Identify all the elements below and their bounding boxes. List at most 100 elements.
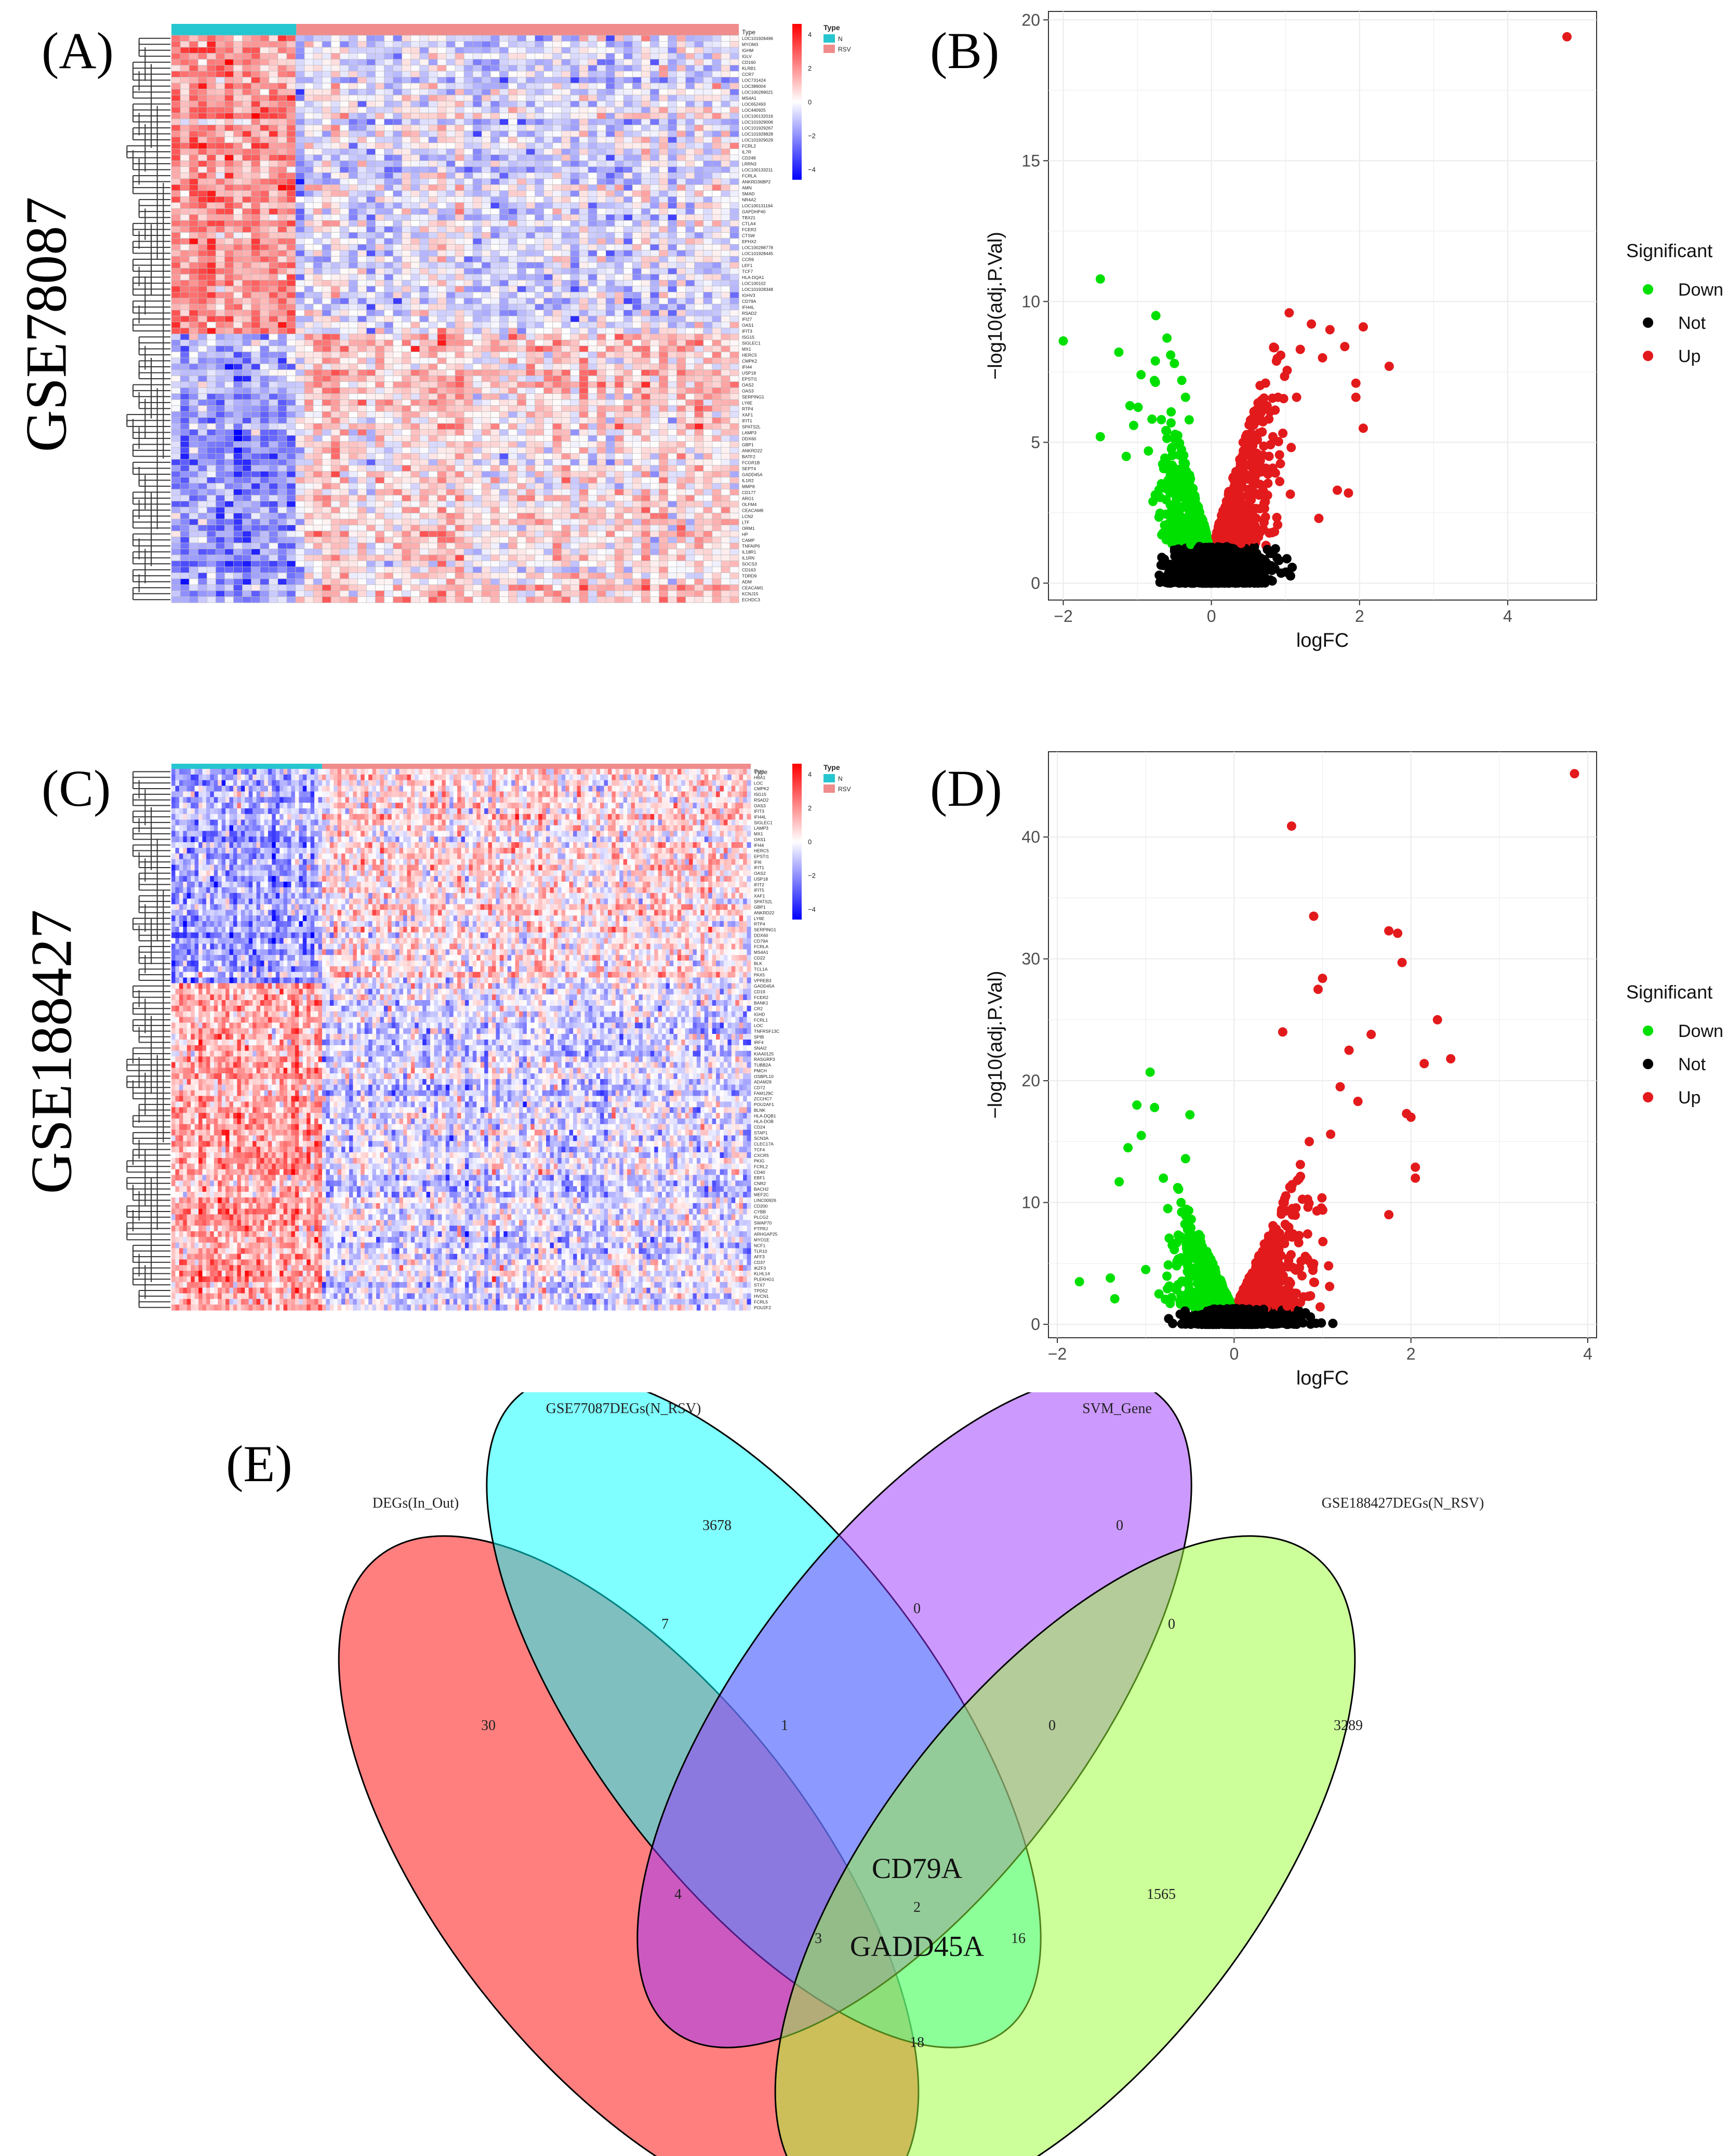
heatmap-cell [189, 304, 198, 311]
heatmap-cell [402, 381, 411, 388]
heatmap-cell [588, 357, 597, 364]
heatmap-cell [384, 459, 394, 466]
heatmap-cell [393, 465, 403, 472]
heatmap-cell [650, 435, 660, 442]
heatmap-cell [597, 465, 606, 472]
heatmap-cell [233, 256, 243, 263]
heatmap-cell [499, 489, 509, 496]
heatmap-cell [615, 262, 624, 269]
heatmap-cell [277, 280, 287, 287]
heatmap-cell [393, 495, 403, 502]
heatmap-cell [685, 429, 695, 436]
heatmap-cell [349, 268, 358, 275]
heatmap-cell [384, 369, 394, 376]
heatmap-cell [623, 130, 633, 138]
heatmap-cell [384, 250, 394, 257]
heatmap-cell [721, 465, 730, 472]
heatmap-cell [216, 405, 225, 412]
heatmap-cell [606, 178, 615, 185]
heatmap-cell [251, 256, 261, 263]
heatmap-cell [535, 184, 544, 191]
heatmap-cell [322, 316, 331, 323]
heatmap-cell [482, 345, 491, 352]
heatmap-cell [286, 345, 296, 352]
heatmap-cell [712, 310, 722, 316]
heatmap-cell [606, 220, 615, 227]
heatmap-cell [277, 196, 287, 203]
heatmap-cell [286, 369, 296, 376]
heatmap-cell [269, 202, 278, 209]
heatmap-cell [685, 381, 695, 388]
heatmap-cell [606, 256, 615, 263]
heatmap-cell [729, 489, 739, 496]
heatmap-cell [597, 345, 606, 352]
heatmap-cell [331, 107, 340, 114]
heatmap-cell [721, 71, 730, 78]
heatmap-cell [295, 71, 305, 78]
heatmap-cell [295, 89, 305, 96]
heatmap-cell [313, 77, 323, 84]
heatmap-cell [561, 256, 571, 263]
heatmap-cell [198, 65, 207, 72]
heatmap-cell [366, 149, 376, 155]
heatmap-cell [632, 214, 642, 221]
heatmap-cell [641, 429, 650, 436]
heatmap-cell [597, 172, 606, 179]
heatmap-cell [224, 388, 234, 394]
heatmap-cell [552, 477, 562, 484]
heatmap-cell [269, 459, 278, 466]
heatmap-cell [331, 59, 340, 66]
heatmap-cell [632, 310, 642, 316]
heatmap-cell [729, 381, 739, 388]
heatmap-cell [623, 41, 633, 48]
heatmap-cell [224, 417, 234, 424]
heatmap-cell [207, 429, 216, 436]
heatmap-cell [729, 376, 739, 382]
heatmap-cell [277, 125, 287, 131]
heatmap-cell [721, 393, 730, 400]
heatmap-cell [242, 298, 252, 304]
heatmap-cell [207, 352, 216, 358]
heatmap-cell [615, 471, 624, 478]
heatmap-cell [313, 107, 323, 114]
heatmap-cell [189, 381, 198, 388]
heatmap-cell [641, 304, 650, 311]
heatmap-cell [357, 459, 367, 466]
heatmap-cell [668, 238, 677, 245]
heatmap-cell [641, 316, 650, 323]
heatmap-cell [437, 83, 447, 90]
heatmap-cell [659, 453, 669, 460]
heatmap-cell [242, 95, 252, 102]
heatmap-cell [189, 142, 198, 149]
heatmap-cell [198, 477, 207, 484]
heatmap-cell [446, 184, 456, 191]
heatmap-cell [393, 232, 403, 239]
heatmap-cell [207, 345, 216, 352]
heatmap-cell [535, 232, 544, 239]
heatmap-cell [357, 214, 367, 221]
heatmap-cell [623, 292, 633, 299]
heatmap-cell [623, 256, 633, 263]
heatmap-cell [490, 393, 500, 400]
heatmap-cell [402, 226, 411, 233]
heatmap-cell [331, 232, 340, 239]
heatmap-cell [171, 59, 181, 66]
heatmap-cell [685, 286, 695, 292]
heatmap-cell [419, 417, 429, 424]
heatmap-cell [490, 77, 500, 84]
heatmap-cell [402, 477, 411, 484]
heatmap-cell [242, 268, 252, 275]
heatmap-cell [366, 340, 376, 347]
heatmap-cell [650, 286, 660, 292]
heatmap-cell [224, 118, 234, 126]
heatmap-cell [561, 286, 571, 292]
heatmap-cell [464, 471, 473, 478]
heatmap-cell [366, 232, 376, 239]
heatmap-cell [180, 172, 190, 179]
heatmap-cell [632, 423, 642, 430]
heatmap-cell [375, 184, 385, 191]
heatmap-cell [331, 328, 340, 335]
heatmap-cell [242, 340, 252, 347]
heatmap-cell [668, 441, 677, 448]
heatmap-cell [446, 178, 456, 185]
